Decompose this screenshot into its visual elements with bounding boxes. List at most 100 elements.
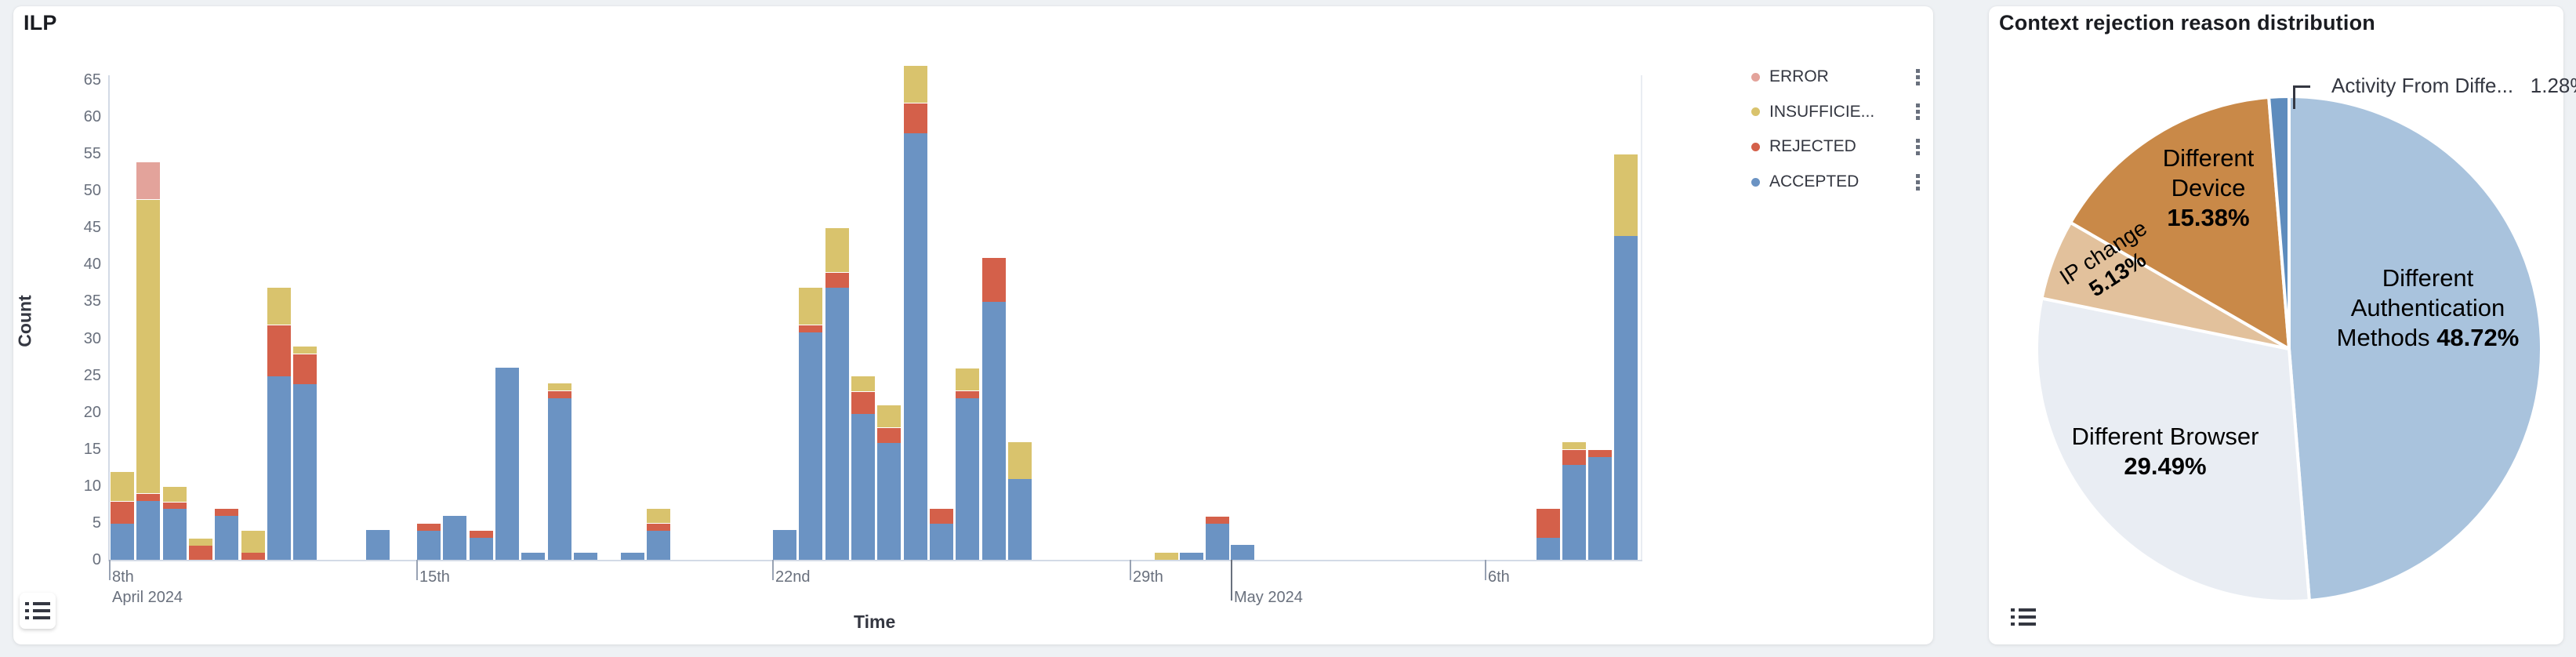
bar-segment-accepted[interactable] — [904, 132, 927, 560]
bar-segment-accepted[interactable] — [495, 368, 519, 560]
bar-segment-accepted[interactable] — [136, 501, 160, 560]
legend-item-error[interactable]: ERROR — [1731, 65, 1927, 89]
stacked-bar[interactable] — [851, 375, 875, 560]
bar-segment-insufficient[interactable] — [1008, 441, 1032, 479]
bar-segment-rejected[interactable] — [136, 493, 160, 502]
bar-segment-accepted[interactable] — [163, 509, 187, 560]
bar-segment-rejected[interactable] — [241, 553, 265, 560]
bar-segment-rejected[interactable] — [851, 390, 875, 414]
bar-segment-accepted[interactable] — [773, 530, 796, 560]
bar-segment-accepted[interactable] — [1537, 538, 1560, 560]
stacked-bar[interactable] — [548, 383, 571, 560]
bar-segment-rejected[interactable] — [1537, 508, 1560, 539]
legend-item-rejected[interactable]: REJECTED — [1731, 135, 1927, 158]
bar-segment-insufficient[interactable] — [1155, 553, 1178, 560]
bar-segment-accepted[interactable] — [470, 538, 493, 560]
bar-segment-insufficient[interactable] — [136, 198, 160, 494]
bar-segment-accepted[interactable] — [1206, 523, 1229, 560]
bar-segment-accepted[interactable] — [621, 553, 644, 560]
bar-segment-rejected[interactable] — [799, 324, 822, 332]
bar-segment-rejected[interactable] — [1562, 448, 1586, 465]
bar-segment-accepted[interactable] — [215, 516, 238, 560]
stacked-bar[interactable] — [1562, 441, 1586, 560]
pie-slice-different-authentication-methods[interactable]: Different Authentication Methods 48.72% — [2288, 95, 2543, 602]
stacked-bar[interactable] — [293, 346, 317, 560]
stacked-bar[interactable] — [1231, 545, 1254, 560]
bar-segment-rejected[interactable] — [215, 508, 238, 516]
bar-segment-accepted[interactable] — [647, 531, 670, 560]
bar-segment-rejected[interactable] — [825, 271, 849, 288]
bar-segment-insufficient[interactable] — [956, 367, 979, 390]
legend-item-insufficie[interactable]: INSUFFICIE... — [1731, 100, 1927, 124]
bar-segment-accepted[interactable] — [366, 530, 390, 560]
bar-segment-rejected[interactable] — [956, 390, 979, 398]
bar-segment-rejected[interactable] — [982, 257, 1006, 302]
bar-segment-insufficient[interactable] — [851, 375, 875, 391]
stacked-bar[interactable] — [495, 368, 519, 560]
stacked-bar[interactable] — [647, 508, 670, 560]
stacked-bar[interactable] — [621, 553, 644, 560]
bar-segment-insufficient[interactable] — [241, 530, 265, 553]
bar-segment-accepted[interactable] — [877, 442, 901, 560]
bar-segment-accepted[interactable] — [1562, 464, 1586, 560]
legend-item-menu-icon[interactable] — [1914, 136, 1922, 158]
bar-segment-insufficient[interactable] — [825, 227, 849, 272]
stacked-bar[interactable] — [470, 530, 493, 560]
stacked-bar[interactable] — [111, 471, 134, 560]
bar-segment-accepted[interactable] — [111, 523, 134, 560]
stacked-bar[interactable] — [877, 405, 901, 560]
bar-segment-insufficient[interactable] — [111, 471, 134, 502]
stacked-bar[interactable] — [1206, 516, 1229, 560]
legend-item-accepted[interactable]: ACCEPTED — [1731, 170, 1927, 194]
stacked-bar[interactable] — [366, 530, 390, 560]
bar-segment-rejected[interactable] — [111, 501, 134, 524]
bar-segment-insufficient[interactable] — [189, 538, 212, 546]
stacked-bar[interactable] — [799, 286, 822, 560]
stacked-bar[interactable] — [267, 286, 291, 560]
pie-slice-different-device[interactable]: Different Device 15.38% — [2069, 96, 2291, 350]
stacked-bar[interactable] — [215, 508, 238, 560]
stacked-bar[interactable] — [825, 227, 849, 560]
bar-segment-rejected[interactable] — [1206, 516, 1229, 524]
legend-item-menu-icon[interactable] — [1914, 172, 1922, 193]
bar-segment-accepted[interactable] — [548, 397, 571, 560]
bar-segment-rejected[interactable] — [417, 523, 441, 531]
stacked-bar[interactable] — [773, 530, 796, 560]
bar-segment-accepted[interactable] — [521, 553, 545, 560]
stacked-bar[interactable] — [1588, 449, 1612, 560]
stacked-bar[interactable] — [930, 508, 953, 560]
stacked-bar[interactable] — [189, 538, 212, 560]
bar-segment-rejected[interactable] — [877, 427, 901, 443]
bar-segment-accepted[interactable] — [1614, 235, 1638, 560]
bar-segment-insufficient[interactable] — [548, 383, 571, 390]
bar-segment-rejected[interactable] — [930, 508, 953, 524]
bar-segment-insufficient[interactable] — [267, 286, 291, 325]
stacked-bar[interactable] — [574, 553, 597, 560]
stacked-bar[interactable] — [1008, 441, 1032, 560]
stacked-bar[interactable] — [136, 161, 160, 560]
bar-segment-rejected[interactable] — [1588, 449, 1612, 457]
stacked-bar[interactable] — [1180, 553, 1203, 560]
bar-segment-accepted[interactable] — [982, 301, 1006, 560]
stacked-bar[interactable] — [982, 257, 1006, 560]
bar-segment-accepted[interactable] — [1231, 545, 1254, 560]
bar-segment-rejected[interactable] — [548, 390, 571, 398]
legend-item-menu-icon[interactable] — [1914, 67, 1922, 88]
stacked-bar[interactable] — [1537, 508, 1560, 560]
bar-segment-accepted[interactable] — [443, 516, 466, 560]
legend-toggle-button[interactable] — [20, 593, 56, 629]
bar-segment-rejected[interactable] — [647, 523, 670, 532]
bar-segment-accepted[interactable] — [1588, 456, 1612, 560]
legend-item-menu-icon[interactable] — [1914, 101, 1922, 122]
bar-segment-rejected[interactable] — [189, 545, 212, 560]
bar-segment-insufficient[interactable] — [1614, 154, 1638, 236]
stacked-bar[interactable] — [417, 523, 441, 560]
bar-segment-accepted[interactable] — [851, 413, 875, 560]
stacked-bar[interactable] — [1614, 154, 1638, 560]
bar-segment-error[interactable] — [136, 161, 160, 199]
bar-segment-accepted[interactable] — [956, 397, 979, 560]
bar-segment-insufficient[interactable] — [877, 405, 901, 427]
bar-segment-accepted[interactable] — [930, 523, 953, 560]
bar-segment-accepted[interactable] — [417, 530, 441, 560]
bar-segment-rejected[interactable] — [267, 324, 291, 377]
